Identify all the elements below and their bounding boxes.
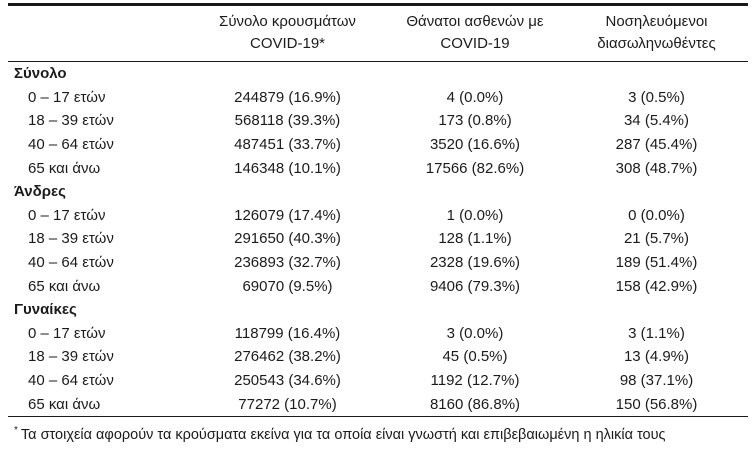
cell-cases: 291650 (40.3%) [234, 230, 341, 248]
cell-cases: 568118 (39.3%) [234, 112, 341, 130]
cell-intubated: 287 (45.4%) [615, 136, 698, 154]
cell-cases: 244879 (16.9%) [234, 88, 341, 106]
section-header-men: Άνδρες [8, 180, 748, 204]
cell-deaths: 17566 (82.6%) [425, 159, 525, 177]
column-header-intubated-line2: διασωληνωθέντες [597, 34, 716, 52]
cell-intubated: 158 (42.9%) [615, 277, 698, 295]
table-row: 65 και άνω 77272 (10.7%) 8160 (86.8%) 15… [8, 392, 748, 416]
cell-cases: 146348 (10.1%) [234, 159, 341, 177]
cell-intubated: 21 (5.7%) [623, 230, 690, 248]
section-title: Σύνολο [14, 65, 67, 83]
footnote-asterisk: * [14, 425, 18, 437]
table-row: 0 – 17 ετών 244879 (16.9%) 4 (0.0%) 3 (0… [8, 86, 748, 110]
row-label: 65 και άνω [28, 395, 101, 413]
column-header-cases-line1: Σύνολο κρουσμάτων [219, 12, 356, 30]
row-label: 0 – 17 ετών [28, 324, 106, 342]
table-row: 40 – 64 ετών 250543 (34.6%) 1192 (12.7%)… [8, 369, 748, 393]
table-row: 0 – 17 ετών 126079 (17.4%) 1 (0.0%) 0 (0… [8, 204, 748, 228]
row-label: 18 – 39 ετών [28, 348, 114, 366]
row-label: 65 και άνω [28, 277, 101, 295]
column-header-cases: Σύνολο κρουσμάτων COVID-19* [190, 11, 385, 55]
column-header-deaths: Θάνατοι ασθενών με COVID-19 [385, 11, 565, 55]
cell-deaths: 9406 (79.3%) [429, 277, 521, 295]
cell-deaths: 4 (0.0%) [446, 88, 504, 106]
table-row: 65 και άνω 146348 (10.1%) 17566 (82.6%) … [8, 156, 748, 180]
row-label: 40 – 64 ετών [28, 372, 114, 390]
cell-intubated: 189 (51.4%) [615, 254, 698, 272]
row-label: 0 – 17 ετών [28, 88, 106, 106]
column-header-deaths-line1: Θάνατοι ασθενών με [406, 12, 544, 30]
table-row: 18 – 39 ετών 276462 (38.2%) 45 (0.5%) 13… [8, 345, 748, 369]
header-divider-rule [8, 60, 748, 62]
cell-deaths: 173 (0.8%) [438, 112, 512, 130]
column-header-intubated: Νοσηλευόμενοι διασωληνωθέντες [565, 11, 748, 55]
footer-divider-rule [8, 415, 748, 418]
column-header-deaths-line2: COVID-19 [440, 34, 510, 52]
column-header-intubated-line1: Νοσηλευόμενοι [605, 12, 708, 30]
cell-cases: 236893 (32.7%) [234, 254, 341, 272]
section-title: Άνδρες [14, 183, 66, 201]
cell-deaths: 8160 (86.8%) [429, 395, 521, 413]
table-row: 0 – 17 ετών 118799 (16.4%) 3 (0.0%) 3 (1… [8, 322, 748, 346]
cell-cases: 118799 (16.4%) [234, 324, 341, 342]
cell-deaths: 1192 (12.7%) [430, 372, 520, 390]
section-header-total: Σύνολο [8, 62, 748, 86]
section-header-women: Γυναίκες [8, 298, 748, 322]
cell-cases: 487451 (33.7%) [234, 136, 341, 154]
row-label: 18 – 39 ετών [28, 112, 114, 130]
table-top-rule [8, 3, 748, 6]
cell-cases: 276462 (38.2%) [234, 348, 341, 366]
cell-deaths: 128 (1.1%) [438, 230, 512, 248]
cell-intubated: 34 (5.4%) [623, 112, 690, 130]
cell-intubated: 13 (4.9%) [623, 348, 690, 366]
cell-cases: 69070 (9.5%) [242, 277, 333, 295]
table-row: 18 – 39 ετών 568118 (39.3%) 173 (0.8%) 3… [8, 109, 748, 133]
cell-deaths: 3 (0.0%) [446, 324, 504, 342]
cell-cases: 77272 (10.7%) [238, 395, 337, 413]
row-label: 18 – 39 ετών [28, 230, 114, 248]
cell-deaths: 45 (0.5%) [442, 348, 508, 366]
cell-deaths: 3520 (16.6%) [429, 136, 521, 154]
cell-intubated: 150 (56.8%) [615, 395, 698, 413]
row-label: 40 – 64 ετών [28, 254, 114, 272]
row-label: 40 – 64 ετών [28, 136, 114, 154]
footnote-text: Τα στοιχεία αφορούν τα κρούσματα εκείνα … [20, 427, 666, 444]
covid-statistics-table: Σύνολο κρουσμάτων COVID-19* Θάνατοι ασθε… [8, 3, 748, 444]
cell-intubated: 0 (0.0%) [628, 206, 685, 224]
table-footnote: * Τα στοιχεία αφορούν τα κρούσματα εκείνα… [8, 417, 748, 444]
cell-cases: 250543 (34.6%) [234, 372, 341, 390]
row-label: 65 και άνω [28, 159, 101, 177]
row-label: 0 – 17 ετών [28, 206, 106, 224]
cell-intubated: 3 (0.5%) [628, 88, 685, 106]
cell-deaths: 1 (0.0%) [446, 206, 504, 224]
column-header-cases-line2: COVID-19* [249, 34, 326, 52]
table-row: 65 και άνω 69070 (9.5%) 9406 (79.3%) 158… [8, 274, 748, 298]
table-row: 18 – 39 ετών 291650 (40.3%) 128 (1.1%) 2… [8, 227, 748, 251]
cell-intubated: 3 (1.1%) [628, 324, 685, 342]
table-row: 40 – 64 ετών 487451 (33.7%) 3520 (16.6%)… [8, 133, 748, 157]
section-title: Γυναίκες [14, 301, 77, 319]
header-cell-empty [8, 11, 190, 55]
cell-cases: 126079 (17.4%) [234, 206, 341, 224]
table-header-row: Σύνολο κρουσμάτων COVID-19* Θάνατοι ασθε… [8, 6, 748, 61]
cell-intubated: 308 (48.7%) [615, 159, 698, 177]
cell-intubated: 98 (37.1%) [619, 372, 694, 390]
table-row: 40 – 64 ετών 236893 (32.7%) 2328 (19.6%)… [8, 251, 748, 275]
cell-deaths: 2328 (19.6%) [429, 254, 521, 272]
